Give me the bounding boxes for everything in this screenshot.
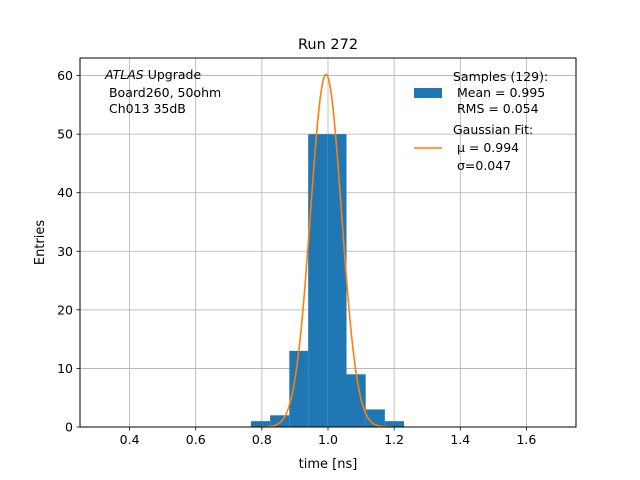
legend-samples-line-2: Mean = 0.995 <box>453 85 545 100</box>
legend-fit-line-1: Gaussian Fit: <box>453 122 533 137</box>
y-tick-label: 60 <box>57 68 73 83</box>
annotation-rest: Upgrade <box>144 67 202 82</box>
histogram-bar <box>346 374 366 427</box>
y-tick-label: 0 <box>65 420 73 435</box>
y-tick-label: 50 <box>57 127 73 142</box>
annotation-line-3: Ch013 35dB <box>105 101 186 116</box>
legend-fit-line-3: σ=0.047 <box>453 158 511 173</box>
y-axis-label: Entries <box>33 220 48 266</box>
legend-samples-patch <box>414 88 442 98</box>
histogram-bar <box>327 134 347 427</box>
histogram-bar <box>289 350 309 427</box>
annotation-italic: ATLAS <box>104 67 144 82</box>
annotation-text: ATLAS Upgrade Board260, 50ohm Ch013 35dB <box>104 67 221 116</box>
y-axis-ticks: 0 10 20 30 40 50 60 <box>57 68 80 435</box>
x-axis-ticks: 0.4 0.6 0.8 1.0 1.2 1.4 1.6 <box>120 427 536 447</box>
x-tick-label: 1.2 <box>384 432 404 447</box>
legend-samples-line-1: Samples (129): <box>453 69 548 84</box>
x-tick-label: 1.0 <box>318 432 338 447</box>
x-tick-label: 1.6 <box>516 432 536 447</box>
x-axis-label: time [ns] <box>299 457 358 472</box>
y-tick-label: 40 <box>57 185 73 200</box>
y-tick-label: 10 <box>57 361 73 376</box>
y-tick-label: 30 <box>57 244 73 259</box>
x-tick-label: 0.4 <box>120 432 140 447</box>
gaussian-fit-curve <box>260 73 392 428</box>
legend-samples-line-3: RMS = 0.054 <box>453 101 539 116</box>
histogram-bar <box>250 421 271 427</box>
x-tick-label: 1.4 <box>450 432 470 447</box>
histogram-bar <box>308 134 328 427</box>
x-tick-label: 0.8 <box>252 432 272 447</box>
legend: Samples (129): Mean = 0.995 RMS = 0.054 … <box>414 69 548 173</box>
annotation-line-1: ATLAS Upgrade <box>104 67 201 82</box>
annotation-line-2: Board260, 50ohm <box>105 85 221 100</box>
histogram-bar <box>365 409 385 427</box>
y-tick-label: 20 <box>57 302 73 317</box>
histogram-bar <box>270 415 290 427</box>
histogram-bar <box>384 421 405 427</box>
x-tick-label: 0.6 <box>186 432 206 447</box>
chart-title: Run 272 <box>298 37 358 53</box>
legend-fit-line-2: μ = 0.994 <box>453 140 519 155</box>
